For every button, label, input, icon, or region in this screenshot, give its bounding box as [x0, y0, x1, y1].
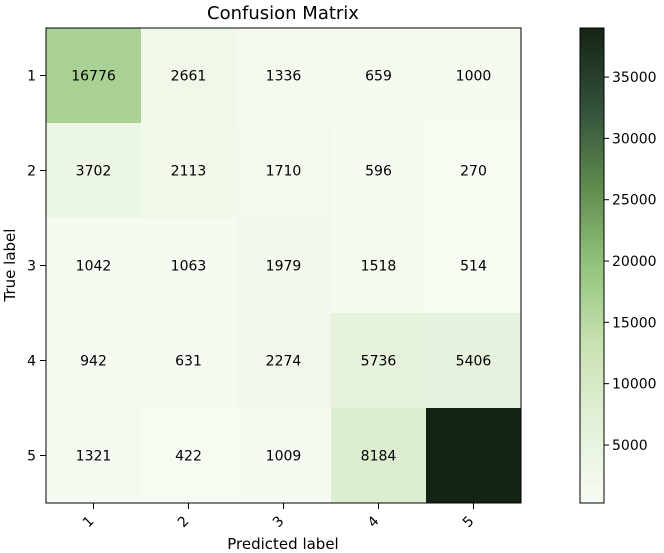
heatmap-cell — [426, 313, 522, 409]
heatmap-cell — [236, 123, 332, 219]
cell-value-label: 1336 — [266, 69, 302, 85]
colorbar-tick-label: 30000 — [612, 131, 657, 147]
cell-value-label: 270 — [460, 164, 487, 180]
colorbar-tick-label: 35000 — [612, 70, 657, 86]
heatmap-cell — [331, 408, 427, 504]
cell-value-label: 1000 — [456, 69, 492, 85]
heatmap-cell — [141, 123, 237, 219]
heatmap-cells: 16776 2661 1336 659 1000 3702 2113 1710 596 270 10… — [46, 28, 522, 504]
heatmap-cell — [141, 218, 237, 314]
cell-value-label: 659 — [365, 69, 392, 85]
cell-value-label: 1009 — [266, 449, 302, 465]
cell-value-label: 8184 — [361, 449, 397, 465]
cell-value-label: 1042 — [76, 259, 112, 275]
x-tick-label: 1 — [80, 513, 98, 531]
colorbar-tick-label: 5000 — [612, 438, 648, 454]
heatmap-cell — [46, 123, 142, 219]
heatmap-cell — [331, 123, 427, 219]
heatmap-cell — [331, 28, 427, 124]
colorbar-tick-label: 25000 — [612, 193, 657, 209]
y-axis-ticks: 1 2 3 4 5 — [27, 69, 46, 465]
heatmap-cell — [236, 408, 332, 504]
heatmap-cell — [141, 28, 237, 124]
colorbar-tick-label: 15000 — [612, 315, 657, 331]
y-tick-label: 1 — [27, 69, 36, 85]
heatmap-cell — [46, 28, 142, 124]
heatmap-cell — [46, 408, 142, 504]
x-axis-label: Predicted label — [227, 535, 338, 553]
heatmap-cell — [46, 313, 142, 409]
cell-value-label: 1063 — [171, 259, 207, 275]
cell-value-label: 1321 — [76, 449, 112, 465]
x-tick-label: 3 — [270, 513, 288, 531]
cell-value-label: 5406 — [456, 354, 492, 370]
heatmap-cell — [426, 123, 522, 219]
cell-value-label: 631 — [175, 354, 202, 370]
cell-value-label: 596 — [365, 164, 392, 180]
heatmap-cell — [236, 218, 332, 314]
heatmap-cell — [331, 218, 427, 314]
y-tick-label: 2 — [27, 164, 36, 180]
cell-value-label: 16776 — [71, 69, 116, 85]
heatmap-cell — [236, 313, 332, 409]
x-tick-label: 4 — [365, 513, 383, 531]
heatmap-cell — [236, 28, 332, 124]
y-tick-label: 4 — [27, 354, 36, 370]
heatmap-cell — [46, 218, 142, 314]
colorbar-ticks: 5000 10000 15000 20000 25000 30000 35000 — [604, 70, 657, 454]
heatmap-cell — [331, 313, 427, 409]
colorbar-tick-label: 20000 — [612, 254, 657, 270]
heatmap-cell — [426, 218, 522, 314]
colorbar-tick-label: 10000 — [612, 377, 657, 393]
heatmap-cell — [141, 313, 237, 409]
chart-title: Confusion Matrix — [207, 3, 359, 24]
cell-value-label: 1979 — [266, 259, 302, 275]
cell-value-label: 5736 — [361, 354, 397, 370]
y-axis-label: True label — [1, 229, 19, 303]
y-tick-label: 5 — [27, 449, 36, 465]
x-axis-ticks: 1 2 3 4 5 — [80, 503, 478, 531]
cell-value-label: 2274 — [266, 354, 302, 370]
cell-value-label: 2113 — [171, 164, 207, 180]
heatmap-cell — [141, 408, 237, 504]
x-tick-label: 2 — [175, 513, 193, 531]
colorbar — [579, 27, 605, 504]
cell-value-label: 1518 — [361, 259, 397, 275]
cell-value-label: 422 — [175, 449, 202, 465]
cell-value-label: 1710 — [266, 164, 302, 180]
heatmap-cell — [426, 28, 522, 124]
heatmap-cell — [426, 408, 522, 504]
cell-value-label: 3702 — [76, 164, 112, 180]
cell-value-label: 514 — [460, 259, 487, 275]
y-tick-label: 3 — [27, 259, 36, 275]
x-tick-label: 5 — [460, 513, 478, 531]
cell-value-label: 2661 — [171, 69, 207, 85]
cell-value-label: 942 — [80, 354, 107, 370]
